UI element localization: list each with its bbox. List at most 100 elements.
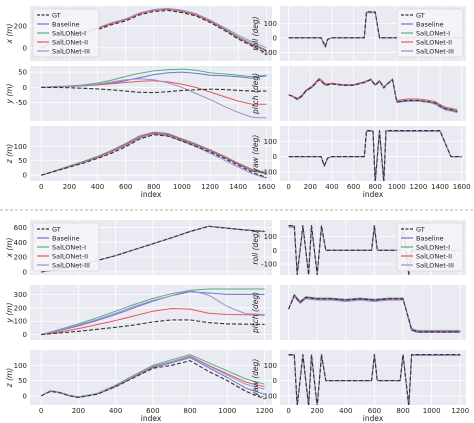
series-line-baseline (288, 294, 461, 333)
y-axis-label: y (m) (5, 83, 14, 104)
series-line-gt (288, 294, 461, 333)
series-lines (41, 131, 267, 179)
x-tick-label: 200 (63, 183, 76, 191)
x-tick-label: 1200 (256, 407, 274, 415)
legend-label-gt: GT (416, 226, 425, 234)
legend-label-sallonet-ii: SalLONet-II (416, 253, 452, 261)
x-axis-label: index (363, 414, 384, 423)
y-tick-label: -100 (261, 49, 277, 57)
y-tick-label: 0 (23, 84, 27, 92)
series-line-gt (41, 86, 267, 94)
y-tick-label: 50 (18, 69, 27, 77)
y-tick-label: 0 (23, 392, 27, 400)
series-line-gt (288, 79, 458, 112)
legend-label-baseline: Baseline (52, 21, 80, 29)
x-tick-label: 400 (339, 407, 352, 415)
y-tick-label: 200 (14, 22, 27, 30)
series-lines (288, 77, 458, 114)
y-tick-label: 0 (273, 153, 277, 161)
legend-label-sallonet-i: SalLONet-I (52, 30, 86, 38)
legend-label-sallonet-i: SalLONet-I (416, 30, 450, 38)
y-tick-label: 100 (264, 138, 277, 146)
y-tick-label: 50 (18, 157, 27, 165)
y-tick-label: 0 (23, 172, 27, 180)
y-axis-label: pitch (deg) (251, 73, 260, 115)
x-tick-label: 1000 (218, 407, 236, 415)
x-axis-label: index (363, 190, 384, 199)
y-tick-label: 0 (23, 269, 27, 277)
y-axis-label: roll (deg) (251, 16, 260, 50)
y-tick-label: -100 (261, 168, 277, 176)
panel-background (30, 66, 272, 121)
y-tick-label: 0 (23, 44, 27, 52)
legend-label-sallonet-ii: SalLONet-II (52, 39, 88, 47)
x-axis-label: index (141, 190, 162, 199)
legend: GTBaselineSalLONet-ISalLONet-IISalLONet-… (396, 222, 464, 272)
series-line-sallonet-i (41, 68, 267, 88)
x-tick-label: 1400 (431, 183, 449, 191)
legend-box (32, 222, 100, 272)
legend-box (32, 8, 100, 58)
y-axis-label: z (m) (5, 368, 14, 389)
legend-label-sallonet-iii: SalLONet-III (416, 48, 454, 56)
legend-label-sallonet-i: SalLONet-I (416, 244, 450, 252)
y-axis-label: x (m) (5, 23, 14, 44)
legend: GTBaselineSalLONet-ISalLONet-IISalLONet-… (32, 222, 100, 272)
series-line-gt (288, 130, 462, 181)
x-tick-label: 1200 (451, 407, 469, 415)
x-tick-label: 200 (72, 407, 85, 415)
series-lines (41, 68, 267, 119)
y-tick-label: -100 (261, 392, 277, 400)
x-tick-label: 200 (311, 407, 324, 415)
panel-background (280, 66, 466, 121)
legend-label-baseline: Baseline (416, 21, 444, 29)
x-axis-label: index (141, 414, 162, 423)
y-axis-label: z (m) (5, 144, 14, 165)
y-tick-label: -100 (261, 261, 277, 269)
series-line-sallonet-iii (288, 296, 461, 331)
legend-box (396, 222, 464, 272)
y-axis-label: y (m) (5, 302, 14, 323)
legend: GTBaselineSalLONet-ISalLONet-IISalLONet-… (32, 8, 100, 58)
x-tick-label: 1600 (257, 183, 275, 191)
x-tick-label: 1000 (423, 407, 441, 415)
x-tick-label: 600 (146, 407, 159, 415)
y-tick-label: 300 (14, 291, 27, 299)
x-tick-label: 600 (119, 183, 132, 191)
y-tick-label: 400 (14, 239, 27, 247)
series-line-sallonet-iii (40, 356, 265, 398)
series-line-gt (288, 354, 461, 405)
x-tick-label: 800 (368, 183, 381, 191)
x-tick-label: 800 (396, 407, 409, 415)
legend-label-sallonet-iii: SalLONet-III (52, 262, 90, 270)
x-tick-label: 400 (325, 183, 338, 191)
y-tick-label: 100 (264, 362, 277, 370)
y-tick-label: -50 (16, 99, 27, 107)
x-tick-label: 400 (109, 407, 122, 415)
panel-bottom-right-1: pitch (deg) (251, 285, 466, 340)
legend-label-sallonet-ii: SalLONet-II (52, 253, 88, 261)
legend-label-sallonet-ii: SalLONet-II (416, 39, 452, 47)
legend-label-gt: GT (52, 12, 61, 20)
legend-label-baseline: Baseline (52, 235, 80, 243)
x-tick-label: 1200 (410, 183, 428, 191)
x-tick-label: 0 (39, 183, 43, 191)
panel-top-right-2: -100 0 100 yaw (deg) 0 200 400 600 800 1000 1200 14… (251, 126, 471, 199)
y-tick-label: 100 (14, 143, 27, 151)
x-tick-label: 1600 (453, 183, 471, 191)
y-axis-label: roll (deg) (251, 230, 260, 264)
series-line-gt (41, 319, 265, 336)
series-line-sallonet-i (288, 295, 461, 332)
series-line-sallonet-i (41, 131, 267, 176)
series-line-gt (40, 360, 265, 400)
x-tick-label: 800 (147, 183, 160, 191)
y-tick-label: 50 (18, 377, 27, 385)
y-tick-label: 200 (14, 304, 27, 312)
